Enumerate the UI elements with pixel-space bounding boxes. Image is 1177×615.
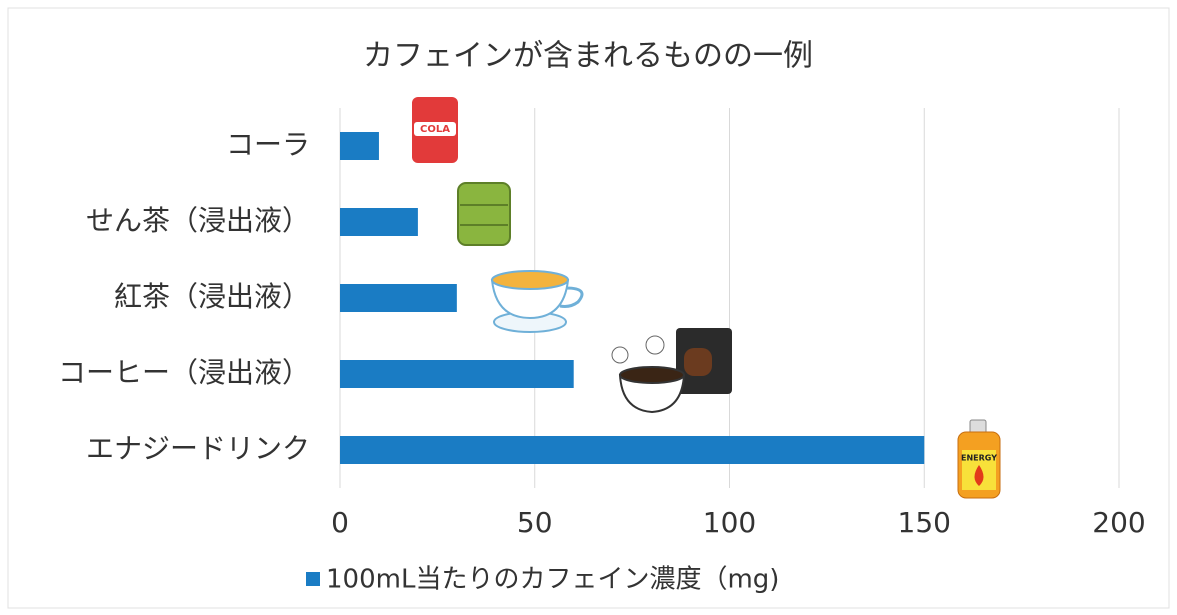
bar xyxy=(340,132,379,160)
x-tick-label: 200 xyxy=(1092,506,1145,539)
y-tick-label: コーラ xyxy=(226,128,310,161)
x-tick-label: 50 xyxy=(517,506,553,539)
y-tick-label: せん茶（浸出液） xyxy=(86,204,310,237)
x-tick-label: 150 xyxy=(898,506,951,539)
legend-marker xyxy=(306,572,320,586)
svg-text:ENERGY: ENERGY xyxy=(961,454,997,463)
tea-cup-icon xyxy=(458,183,510,245)
x-tick-label: 100 xyxy=(703,506,756,539)
energy-drink-icon: ENERGY xyxy=(958,420,1000,498)
y-tick-label: エナジードリンク xyxy=(86,432,310,465)
bar xyxy=(340,360,574,388)
legend-label: 100mL当たりのカフェイン濃度（mg) xyxy=(326,565,779,595)
y-tick-label: コーヒー（浸出液） xyxy=(58,356,310,389)
bar xyxy=(340,208,418,236)
x-tick-label: 0 xyxy=(331,506,349,539)
bar xyxy=(340,284,457,312)
y-tick-label: 紅茶（浸出液） xyxy=(114,280,310,313)
chart-title: カフェインが含まれるものの一例 xyxy=(363,39,813,74)
svg-text:COLA: COLA xyxy=(420,124,450,135)
cola-icon: COLA xyxy=(412,97,458,163)
chart: カフェインが含まれるものの一例 COLA xyxy=(0,0,1177,615)
bar xyxy=(340,436,924,464)
